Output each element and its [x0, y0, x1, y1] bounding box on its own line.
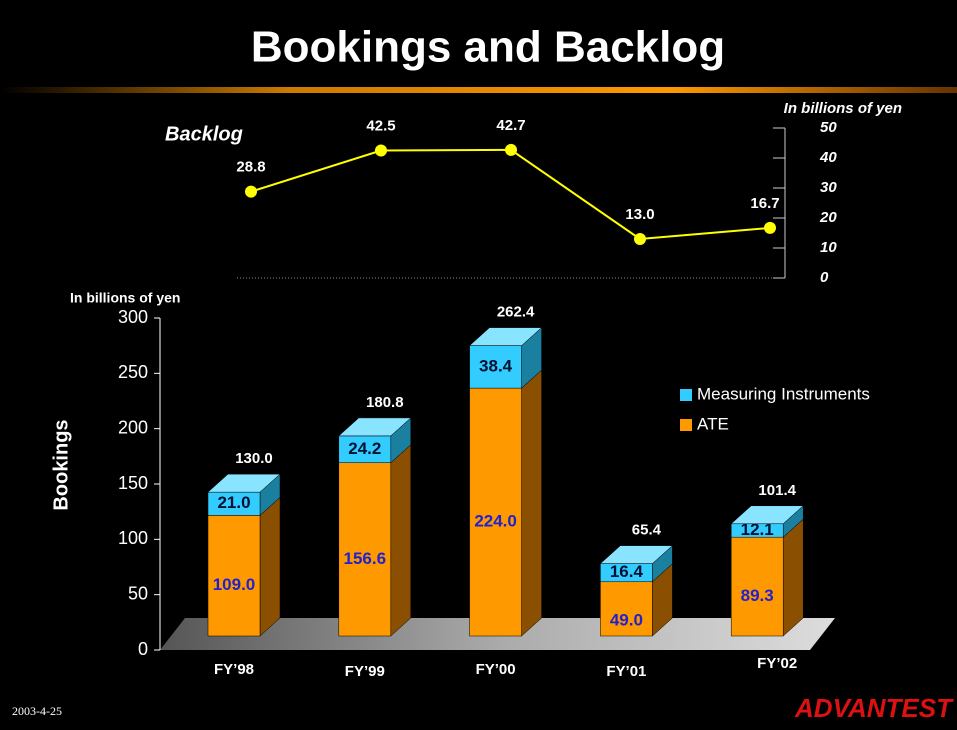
- y-tick-label: 100: [118, 528, 148, 548]
- legend-label: Measuring Instruments: [697, 384, 870, 403]
- value-label: 224.0: [474, 512, 517, 531]
- point: [505, 143, 517, 156]
- y-tick-label: 50: [820, 119, 837, 136]
- total-label: 262.4: [497, 304, 535, 321]
- bar-top: [730, 505, 804, 525]
- x-tick-label: FY’99: [345, 663, 385, 680]
- unit-label: In billions of yen: [784, 100, 902, 117]
- line-title: Backlog: [165, 123, 243, 145]
- y-tick-label: 20: [819, 209, 837, 226]
- legend-swatch: [680, 389, 692, 401]
- total-label: 65.4: [632, 522, 662, 539]
- y-tick-label: 10: [820, 239, 837, 256]
- bar: [600, 581, 653, 637]
- x-tick-label: FY’01: [606, 663, 646, 680]
- bar-top: [338, 417, 412, 437]
- x-tick-label: FY’98: [214, 661, 254, 678]
- value-label: 16.4: [610, 562, 644, 581]
- point-label: 28.8: [236, 159, 265, 176]
- y-tick-label: 150: [118, 473, 148, 493]
- value-label: 38.4: [479, 356, 513, 375]
- y-tick-label: 300: [118, 307, 148, 327]
- point-label: 42.5: [366, 117, 395, 134]
- legend-swatch: [680, 419, 692, 431]
- value-label: 24.2: [348, 439, 381, 458]
- total-label: 130.0: [235, 450, 273, 467]
- total-label: 180.8: [366, 394, 404, 411]
- value-label: 109.0: [213, 575, 256, 594]
- date: 2003-4-25: [12, 704, 62, 718]
- slide-title: Bookings and Backlog: [251, 23, 725, 72]
- bar: [338, 462, 392, 637]
- x-tick-label: FY’02: [757, 655, 797, 672]
- bar-top: [599, 545, 674, 564]
- bar-side: [782, 518, 804, 637]
- value-label: 21.0: [217, 493, 250, 512]
- point: [375, 144, 387, 157]
- y-tick-label: 40: [819, 149, 837, 166]
- value-label: 156.6: [344, 549, 387, 568]
- y-axis-label: Bookings: [50, 419, 72, 510]
- point-label: 16.7: [750, 195, 779, 212]
- bar-side: [390, 444, 412, 637]
- x-tick-label: FY’00: [476, 661, 516, 678]
- y-tick-label: 250: [118, 362, 148, 382]
- point: [634, 233, 646, 245]
- point-label: 13.0: [625, 206, 654, 223]
- point: [245, 185, 257, 198]
- bar: [207, 515, 261, 637]
- title-rule: [0, 87, 957, 93]
- point: [764, 221, 776, 234]
- y-tick-label: 200: [118, 417, 148, 437]
- bar-top: [468, 327, 543, 346]
- value-label: 12.1: [741, 520, 774, 539]
- y-tick-label: 0: [820, 269, 829, 286]
- bar-side: [521, 369, 542, 637]
- y-tick-label: 50: [128, 583, 148, 603]
- bar: [730, 536, 784, 637]
- bar: [338, 435, 392, 463]
- y-tick-label: 0: [138, 639, 148, 659]
- bar: [469, 345, 522, 389]
- bar-side: [259, 496, 281, 637]
- value-label: 49.0: [610, 610, 643, 629]
- value-label: 89.3: [741, 586, 774, 605]
- logo: ADVANTEST: [794, 693, 954, 723]
- bar-top: [207, 473, 281, 493]
- y-tick-label: 30: [820, 179, 837, 196]
- total-label: 101.4: [758, 482, 796, 499]
- point-label: 42.7: [496, 117, 525, 134]
- legend-label: ATE: [697, 414, 729, 433]
- unit-label: In billions of yen: [70, 290, 180, 306]
